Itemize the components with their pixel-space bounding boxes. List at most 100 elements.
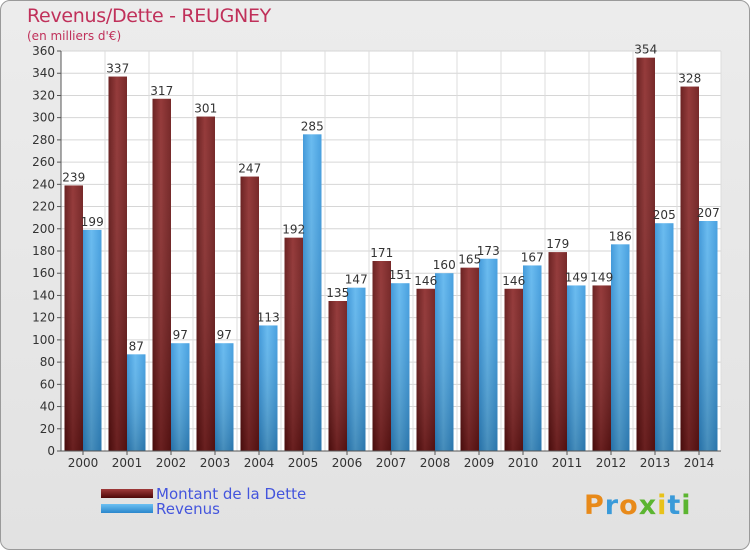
data-label-debt: 239 — [62, 170, 85, 184]
x-tick-label: 2009 — [464, 456, 495, 470]
x-tick-label: 2003 — [200, 456, 231, 470]
data-label-debt: 171 — [370, 246, 393, 260]
bar-revenue-shade — [83, 229, 102, 451]
data-label-debt: 179 — [546, 237, 569, 251]
data-label-revenue: 160 — [433, 258, 456, 272]
data-label-revenue: 87 — [129, 339, 144, 353]
x-tick-label: 2013 — [640, 456, 671, 470]
data-label-revenue: 173 — [477, 244, 500, 258]
bar-revenue-shade — [347, 287, 366, 451]
data-label-revenue: 207 — [697, 206, 720, 220]
bar-revenue-shade — [303, 134, 322, 452]
data-label-debt: 165 — [458, 253, 481, 267]
bar-revenue-shade — [699, 221, 718, 451]
legend-label-revenue: Revenus — [156, 500, 220, 518]
y-tick-label: 80 — [40, 355, 55, 369]
y-tick-label: 360 — [32, 44, 55, 58]
x-tick-label: 2008 — [420, 456, 451, 470]
bar-revenue-shade — [171, 343, 190, 451]
bar-revenue-shade — [127, 354, 146, 451]
bar-debt-shade — [328, 301, 347, 451]
y-tick-label: 260 — [32, 155, 55, 169]
x-tick-label: 2010 — [508, 456, 539, 470]
bar-revenue-shade — [259, 325, 278, 451]
x-tick-label: 2014 — [684, 456, 715, 470]
data-label-revenue: 285 — [301, 119, 324, 133]
data-label-debt: 135 — [326, 286, 349, 300]
x-tick-label: 2004 — [244, 456, 275, 470]
bar-revenue-shade — [479, 258, 498, 451]
x-tick-label: 2006 — [332, 456, 363, 470]
x-tick-label: 2012 — [596, 456, 627, 470]
axis-layer: 0 20 40 60 80 100 120 140 160 180 200 220 240 260 280 3… — [32, 44, 721, 470]
bar-debt-shade — [64, 185, 83, 451]
data-label-debt: 301 — [194, 102, 217, 116]
x-tick-label: 2002 — [156, 456, 187, 470]
y-tick-label: 140 — [32, 288, 55, 302]
data-label-revenue: 113 — [257, 310, 280, 324]
bar-revenue-shade — [611, 244, 630, 451]
bar-debt-shade — [240, 176, 259, 452]
y-tick-label: 160 — [32, 266, 55, 280]
data-label-debt: 328 — [678, 72, 701, 86]
bar-debt-shade — [196, 116, 215, 452]
bar-revenue-shade — [435, 273, 454, 451]
bar-debt-shade — [284, 237, 303, 451]
bar-revenue-shade — [523, 265, 542, 451]
bar-debt-shade — [372, 261, 391, 451]
bar-debt-shade — [636, 57, 655, 452]
data-label-debt: 146 — [414, 274, 437, 288]
bar-revenue-shade — [655, 223, 674, 451]
data-label-revenue: 167 — [521, 250, 544, 264]
x-tick-label: 2005 — [288, 456, 319, 470]
data-label-debt: 317 — [150, 84, 173, 98]
chart-subtitle: (en milliers d'€) — [27, 29, 122, 43]
data-label-revenue: 97 — [173, 328, 188, 342]
y-tick-label: 220 — [32, 200, 55, 214]
bar-debt-shade — [680, 86, 699, 452]
data-label-debt: 146 — [502, 274, 525, 288]
data-label-revenue: 205 — [653, 208, 676, 222]
data-label-revenue: 149 — [565, 270, 588, 284]
bar-revenue-shade — [567, 285, 586, 451]
bar-revenue-shade — [391, 283, 410, 451]
x-tick-label: 2007 — [376, 456, 407, 470]
data-label-debt: 354 — [634, 43, 657, 57]
labels-layer: 2391993378731797301972471131922851351471… — [62, 43, 719, 354]
y-tick-label: 40 — [40, 400, 55, 414]
bar-debt-shade — [548, 252, 567, 451]
legend-label-debt: Montant de la Dette — [156, 485, 307, 503]
data-label-debt: 192 — [282, 223, 305, 237]
data-label-debt: 337 — [106, 62, 129, 76]
data-label-revenue: 186 — [609, 229, 632, 243]
legend-swatch-debt — [101, 489, 153, 498]
bars-layer — [64, 57, 718, 452]
bar-debt-shade — [504, 288, 523, 451]
y-tick-label: 280 — [32, 133, 55, 147]
bar-debt-shade — [592, 285, 611, 451]
y-tick-label: 300 — [32, 111, 55, 125]
y-tick-label: 20 — [40, 422, 55, 436]
legend-swatch-revenue — [101, 504, 153, 513]
data-label-revenue: 97 — [217, 328, 232, 342]
y-tick-label: 0 — [47, 444, 55, 458]
bar-revenue-shade — [215, 343, 234, 451]
bar-debt-shade — [460, 267, 479, 451]
data-label-revenue: 151 — [389, 268, 412, 282]
y-tick-label: 180 — [32, 244, 55, 258]
bar-debt-shade — [416, 288, 435, 451]
data-label-revenue: 147 — [345, 273, 368, 287]
y-tick-label: 200 — [32, 222, 55, 236]
proxiti-logo: Proxiti — [584, 490, 692, 521]
y-tick-label: 340 — [32, 66, 55, 80]
bar-debt-shade — [108, 76, 127, 452]
y-tick-label: 100 — [32, 333, 55, 347]
chart-title: Revenus/Dette - REUGNEY — [27, 5, 271, 27]
x-tick-label: 2000 — [68, 456, 99, 470]
x-tick-label: 2001 — [112, 456, 143, 470]
y-tick-label: 240 — [32, 177, 55, 191]
x-tick-label: 2011 — [552, 456, 583, 470]
y-tick-label: 120 — [32, 311, 55, 325]
